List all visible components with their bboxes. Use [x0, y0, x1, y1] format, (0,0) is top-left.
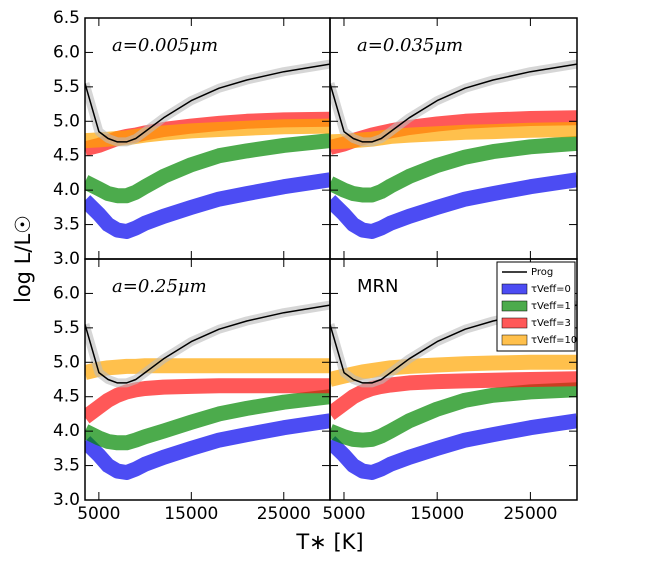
- band: [330, 371, 577, 420]
- plot-area: [330, 300, 577, 480]
- legend-label: τVeff=1: [531, 301, 571, 312]
- annotation: a=0.005μm: [112, 35, 218, 56]
- y-tick-label: 3.0: [53, 490, 80, 510]
- plot-area: [85, 59, 330, 239]
- x-tick-label: 15000: [164, 504, 218, 524]
- y-tick-label: 6.0: [53, 42, 80, 62]
- line: [330, 304, 577, 384]
- plot-area: [330, 59, 577, 239]
- annotation: a=0.25μm: [112, 276, 207, 297]
- band: [330, 382, 577, 448]
- legend-label: τVeff=3: [531, 318, 571, 329]
- band: [330, 135, 577, 203]
- y-tick-label: 5.5: [53, 318, 80, 338]
- y-tick-label: 3.5: [53, 215, 80, 235]
- y-tick-label: 4.5: [53, 146, 80, 166]
- x-tick-label: 25000: [503, 504, 557, 524]
- band: [85, 389, 330, 451]
- x-axis-label: T∗ [K]: [295, 530, 363, 554]
- line: [330, 63, 577, 143]
- band: [85, 133, 330, 204]
- annotation: a=0.035μm: [357, 35, 463, 56]
- band: [330, 413, 577, 480]
- y-tick-label: 4.5: [53, 387, 80, 407]
- legend-swatch: [501, 283, 528, 295]
- legend-label: τVeff=0: [531, 284, 571, 295]
- line: [85, 63, 330, 143]
- line: [85, 304, 330, 384]
- legend-swatch: [501, 317, 528, 329]
- y-tick-label: 3.5: [53, 456, 80, 476]
- legend-label: Prog: [531, 267, 553, 278]
- frame: [329, 258, 578, 501]
- band: [330, 172, 577, 239]
- band: [85, 172, 330, 239]
- annotation: MRN: [357, 276, 399, 297]
- legend-swatch: [501, 334, 528, 346]
- x-tick-label: 5000: [77, 504, 120, 524]
- x-tick-label: 5000: [322, 504, 365, 524]
- y-tick-label: 5.0: [53, 111, 80, 131]
- y-tick-label: 6.0: [53, 283, 80, 303]
- plot-area: [85, 300, 330, 480]
- y-tick-label: 5.0: [53, 352, 80, 372]
- y-axis-label: log L/L☉: [11, 215, 35, 303]
- y-tick-label: 4.0: [53, 180, 80, 200]
- x-tick-label: 15000: [410, 504, 464, 524]
- x-tick-label: 25000: [257, 504, 311, 524]
- band: [85, 413, 330, 480]
- y-tick-label: 4.0: [53, 421, 80, 441]
- legend-swatch: [501, 300, 528, 312]
- band: [85, 378, 330, 424]
- band: [85, 358, 330, 380]
- legend-label: τVeff=10: [531, 335, 577, 346]
- y-tick-label: 3.0: [53, 249, 80, 269]
- y-tick-label: 5.5: [53, 77, 80, 97]
- y-tick-label: 6.5: [53, 8, 80, 28]
